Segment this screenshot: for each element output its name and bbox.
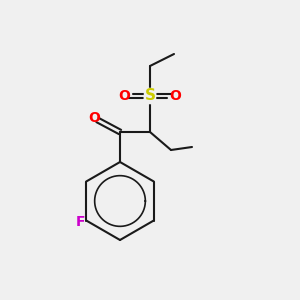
Text: O: O xyxy=(88,112,100,125)
Text: S: S xyxy=(145,88,155,104)
Text: F: F xyxy=(76,215,86,229)
Text: O: O xyxy=(169,89,181,103)
Text: O: O xyxy=(118,89,130,103)
